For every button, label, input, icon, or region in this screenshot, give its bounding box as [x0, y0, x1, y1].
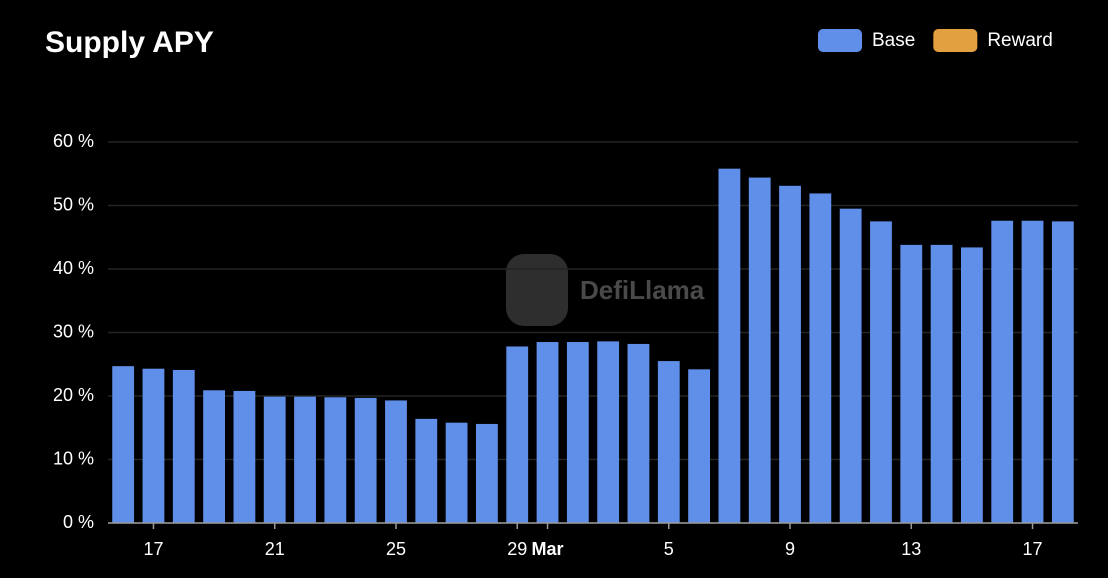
bar	[1051, 221, 1074, 523]
bar	[233, 390, 256, 523]
bar	[748, 177, 771, 523]
bar	[294, 396, 316, 523]
y-tick-label: 40 %	[53, 258, 94, 278]
bar	[627, 343, 650, 523]
bar	[112, 366, 135, 523]
y-tick-label: 60 %	[53, 131, 94, 151]
bar	[657, 361, 680, 523]
bar	[960, 247, 983, 523]
y-tick-label: 20 %	[53, 385, 94, 405]
bar	[536, 342, 559, 523]
x-tick-label: Mar	[532, 539, 564, 559]
bar	[688, 369, 711, 523]
bar	[263, 396, 286, 523]
legend-label: Reward	[987, 30, 1052, 51]
legend-swatch	[818, 29, 862, 52]
x-tick-label: 5	[664, 539, 674, 559]
bar	[475, 423, 498, 523]
bar	[779, 185, 801, 523]
bar	[506, 346, 529, 523]
legend-swatch	[933, 29, 978, 52]
bar	[203, 390, 226, 523]
legend-label: Base	[872, 30, 915, 51]
bar	[1021, 220, 1044, 524]
chart-title: Supply APY	[45, 26, 214, 59]
bar	[718, 168, 741, 524]
bar	[415, 418, 438, 523]
x-tick-label: 13	[901, 539, 921, 559]
x-tick-label: 29	[507, 539, 527, 559]
bar	[991, 220, 1014, 524]
bar	[930, 244, 953, 523]
y-tick-label: 0 %	[63, 512, 94, 532]
bar	[354, 397, 377, 523]
y-tick-label: 30 %	[53, 321, 94, 341]
watermark: DefiLlama	[580, 275, 705, 305]
bar	[445, 422, 468, 523]
x-tick-label: 9	[785, 539, 795, 559]
x-tick-label: 17	[1023, 539, 1043, 559]
watermark-logo	[506, 254, 568, 326]
bar	[385, 400, 407, 523]
bar	[566, 342, 589, 523]
bar	[900, 244, 923, 523]
y-tick-label: 10 %	[53, 448, 94, 468]
y-tick-label: 50 %	[53, 194, 94, 214]
bar	[172, 369, 195, 523]
x-tick-label: 21	[265, 539, 285, 559]
bar	[324, 397, 347, 523]
bar	[597, 341, 620, 523]
bar	[142, 368, 165, 523]
bar	[870, 221, 892, 523]
bar	[809, 193, 832, 523]
x-tick-label: 25	[386, 539, 406, 559]
bar	[839, 208, 862, 524]
x-tick-label: 17	[143, 539, 163, 559]
